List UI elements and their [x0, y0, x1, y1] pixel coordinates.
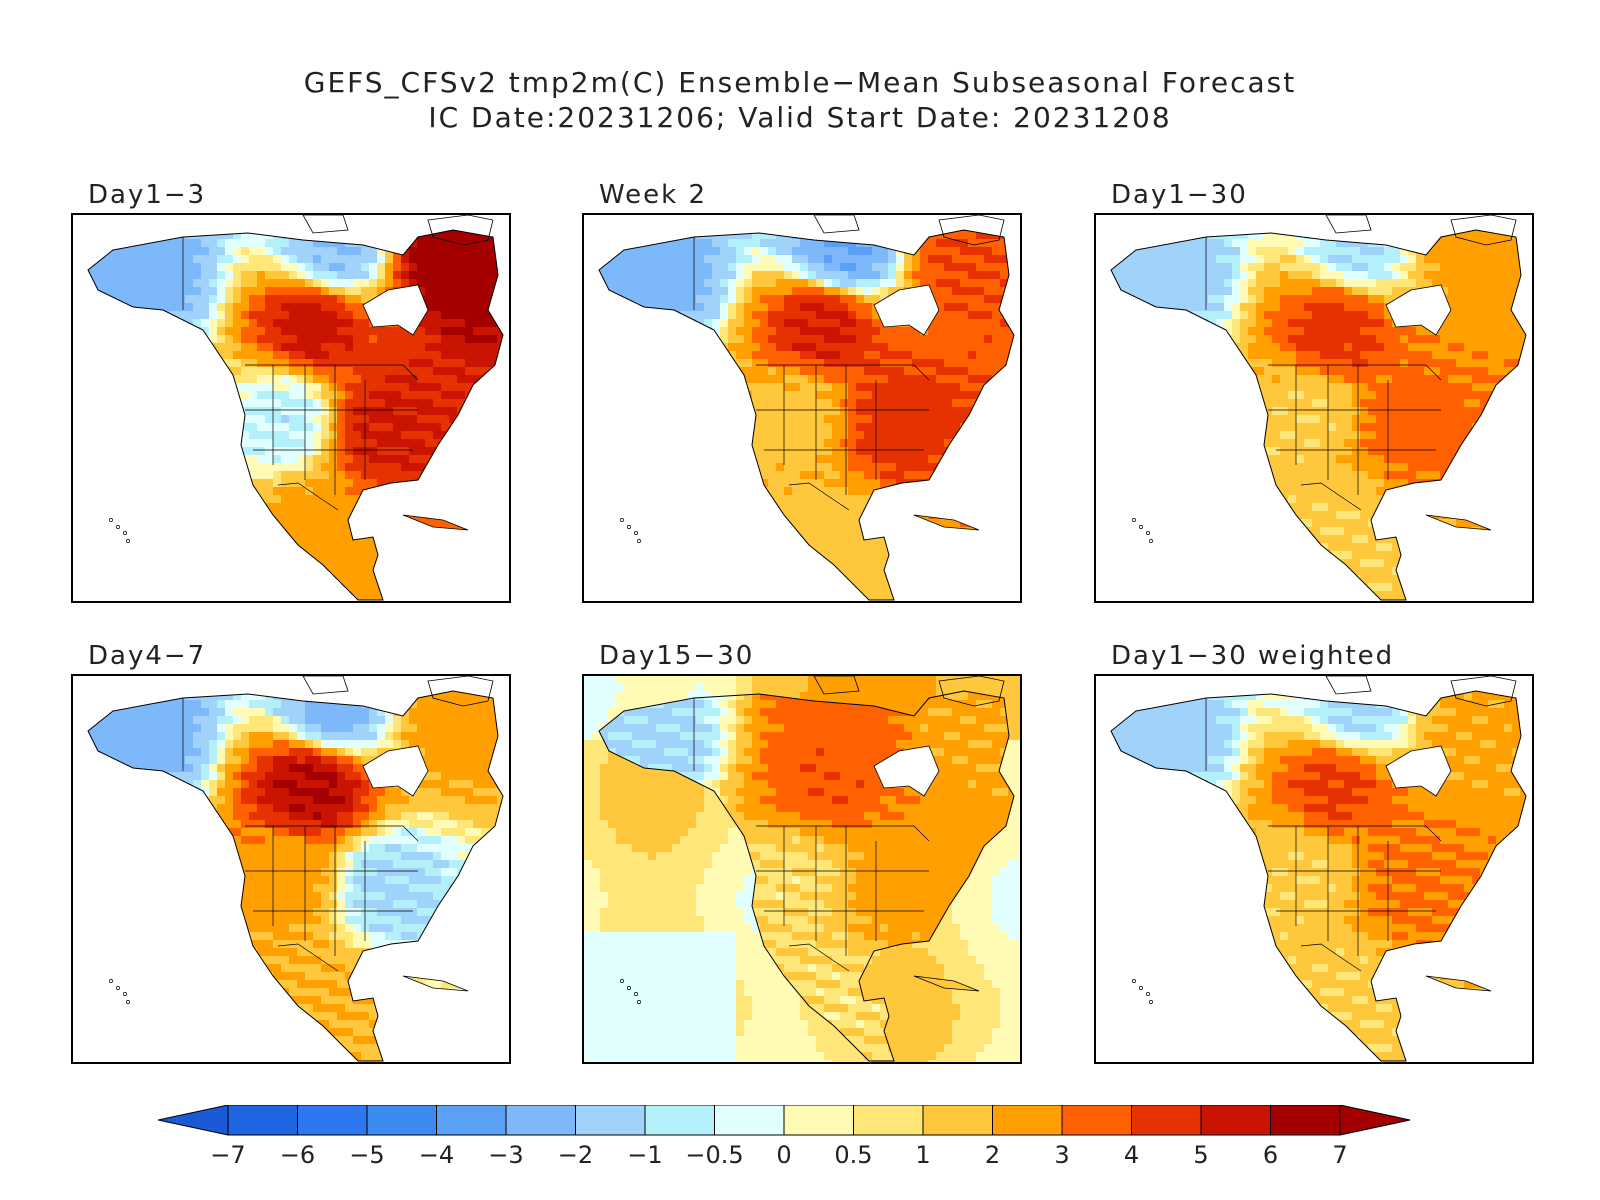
hudson-bay	[873, 745, 940, 797]
anomaly-map	[1110, 215, 1527, 601]
land-field	[88, 691, 503, 1061]
anomaly-map	[87, 215, 504, 601]
anomaly-map	[584, 676, 1020, 1062]
anomaly-map	[87, 676, 504, 1062]
colorbar-low-arrow	[158, 1105, 229, 1136]
anomaly-map	[1110, 676, 1527, 1062]
hudson-bay	[362, 284, 429, 336]
panel-label-day1-30: Day1−30	[1111, 180, 1248, 210]
land-field	[1111, 230, 1526, 600]
map-panel-week2	[582, 213, 1022, 603]
land-field	[599, 230, 1014, 600]
colorbar-swatch	[853, 1105, 924, 1136]
colorbar-tick-label: 2	[985, 1141, 1000, 1169]
colorbar-swatch	[1200, 1105, 1271, 1136]
hudson-bay	[1385, 284, 1452, 336]
colorbar-swatch	[922, 1105, 993, 1136]
colorbar-tick-label: 1	[915, 1141, 930, 1169]
colorbar-swatch	[1270, 1105, 1341, 1136]
colorbar-tick-label: −7	[210, 1141, 245, 1169]
panel-label-week2: Week 2	[599, 180, 708, 210]
figure-title-line1: GEFS_CFSv2 tmp2m(C) Ensemble−Mean Subsea…	[303, 66, 1297, 99]
land-field	[1111, 691, 1526, 1061]
map-panel-day4-7	[71, 674, 511, 1064]
colorbar-swatch	[1061, 1105, 1132, 1136]
colorbar-tick-label: 7	[1332, 1141, 1347, 1169]
colorbar-tick-label: −0.5	[685, 1141, 743, 1169]
panel-label-day15-30: Day15−30	[599, 641, 755, 671]
colorbar-tick-label: −5	[349, 1141, 384, 1169]
figure-title-line2: IC Date:20231206; Valid Start Date: 2023…	[428, 101, 1172, 134]
colorbar-tick-label: −1	[627, 1141, 662, 1169]
colorbar-tick-label: 4	[1124, 1141, 1139, 1169]
colorbar-tick-label: −2	[558, 1141, 593, 1169]
hudson-bay	[362, 745, 429, 797]
colorbar-swatch	[783, 1105, 854, 1136]
hudson-bay	[1385, 745, 1452, 797]
panel-label-day4-7: Day4−7	[88, 641, 207, 671]
colorbar-tick-label: 0.5	[834, 1141, 872, 1169]
panel-label-day1-30-weighted: Day1−30 weighted	[1111, 641, 1395, 671]
panel-label-day1-3: Day1−3	[88, 180, 207, 210]
colorbar-swatch	[436, 1105, 507, 1136]
colorbar-tick-label: −4	[419, 1141, 454, 1169]
colorbar-tick-label: 0	[776, 1141, 791, 1169]
map-panel-day15-30	[582, 674, 1022, 1064]
colorbar-tick-label: 5	[1193, 1141, 1208, 1169]
colorbar-swatch	[644, 1105, 715, 1136]
colorbar-tick-label: −6	[280, 1141, 315, 1169]
colorbar-high-arrow	[1339, 1105, 1411, 1136]
colorbar-tick-label: −3	[488, 1141, 523, 1169]
colorbar-tick-label: 3	[1054, 1141, 1069, 1169]
colorbar-swatch	[714, 1105, 785, 1136]
colorbar-swatch	[575, 1105, 646, 1136]
colorbar-swatch	[297, 1105, 368, 1136]
colorbar-swatch	[992, 1105, 1063, 1136]
colorbar-tick-label: 6	[1263, 1141, 1278, 1169]
land-field	[88, 230, 503, 600]
colorbar-swatch	[366, 1105, 437, 1136]
hudson-bay	[873, 284, 940, 336]
map-panel-day1-30	[1094, 213, 1534, 603]
colorbar-swatch	[505, 1105, 576, 1136]
map-panel-day1-3	[71, 213, 511, 603]
colorbar-swatch	[1131, 1105, 1202, 1136]
colorbar: −7 −6 −5 −4 −3 −2 −1 −0.5 0 0.5 1 2 3 4 5 6 7	[158, 1105, 1411, 1169]
colorbar-swatch	[227, 1105, 298, 1136]
map-panel-day1-30-weighted	[1094, 674, 1534, 1064]
anomaly-map	[598, 215, 1015, 601]
